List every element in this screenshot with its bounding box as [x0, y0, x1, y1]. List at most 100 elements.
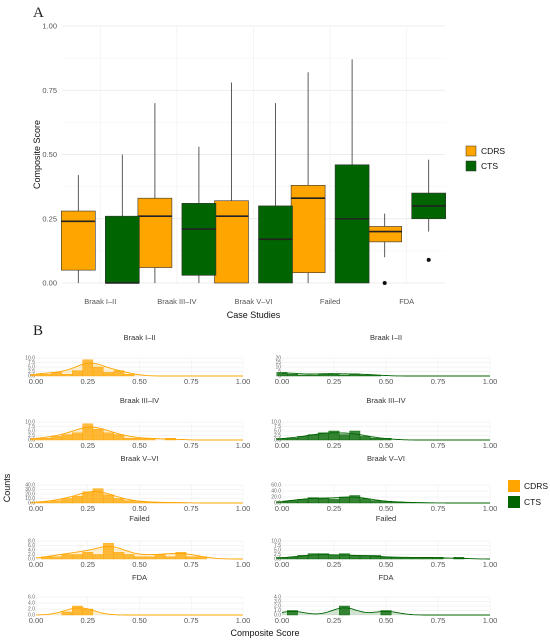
y-tick-label: 0.00: [42, 279, 57, 288]
legend-label-cdrs: CDRS: [524, 481, 548, 491]
facet-title: FDA: [132, 573, 147, 582]
density-line: [281, 372, 490, 377]
facet-x-tick: 0.00: [29, 560, 44, 569]
histogram-bar: [92, 366, 104, 377]
facet-y-tick: 10.0: [25, 420, 35, 426]
facet-x-tick: 0.50: [132, 441, 147, 450]
facet-y-tick: 5.0: [274, 429, 281, 435]
facet-y-tick: 40.0: [25, 483, 35, 489]
facet-x-tick: 0.75: [184, 560, 199, 569]
facet-x-tick: 0.75: [431, 504, 446, 513]
facet-y-tick: 2.5: [274, 433, 281, 439]
facet-x-tick: 0.75: [184, 616, 199, 625]
box-cts: [258, 205, 293, 284]
facet-y-tick: 20.0: [271, 495, 281, 501]
box-cdrs: [60, 210, 96, 271]
facet-x-tick: 1.00: [483, 504, 498, 513]
box-outlier: [382, 281, 387, 285]
facet-y-tick: 2.5: [28, 433, 35, 439]
facet-x-tick: 0.50: [379, 441, 394, 450]
facet-x-tick: 0.25: [327, 377, 342, 386]
x-tick-label: FDA: [399, 297, 414, 306]
facet-x-tick: 1.00: [236, 377, 251, 386]
density-area: [36, 363, 243, 376]
facet-y-tick: 30.0: [25, 487, 35, 493]
density-area: [36, 546, 243, 559]
facet-x-tick: 0.75: [431, 377, 446, 386]
facet-y-tick: 20.0: [25, 492, 35, 498]
density-line: [35, 491, 243, 504]
facet-x-tick: 0.00: [275, 560, 290, 569]
facet-x-tick: 0.25: [80, 377, 95, 386]
facet-y-tick: 10: [275, 365, 281, 371]
facet-x-tick: 0.75: [431, 441, 446, 450]
facet-x-tick: 0.25: [327, 441, 342, 450]
facet-x-tick: 1.00: [236, 504, 251, 513]
histogram-panel: Braak I–II0.02.55.07.510.00.00 0.25 0.50 0.…: [2, 333, 548, 638]
histogram-bar: [123, 374, 135, 377]
box-cts: [105, 215, 140, 284]
facet-y-tick: 4.0: [28, 601, 35, 607]
y-tick-label: 0.75: [42, 86, 57, 95]
x-axis-title: Composite Score: [230, 628, 299, 638]
facet-y-tick: 8.0: [28, 539, 35, 545]
facet-x-tick: 0.50: [132, 616, 147, 625]
facet-y-tick: 10.0: [25, 356, 35, 362]
y-axis-title: Composite Score: [32, 120, 42, 189]
facet-y-tick: 5.0: [274, 548, 281, 554]
density-line: [36, 607, 243, 616]
facet-y-tick: 7.5: [28, 360, 35, 366]
facet-title: FDA: [379, 573, 394, 582]
facet-y-tick: 1.0: [274, 608, 281, 614]
facet-title: Braak I–II: [123, 333, 155, 342]
facet-x-tick: 0.00: [29, 504, 44, 513]
facet-x-tick: 0.75: [184, 377, 199, 386]
box-cts: [334, 164, 370, 284]
facet-title: Braak V–VI: [121, 454, 159, 463]
facet-y-tick: 10.0: [271, 539, 281, 545]
facet-x-tick: 0.75: [184, 504, 199, 513]
facet-x-tick: 0.25: [327, 504, 342, 513]
facet-x-tick: 0.25: [80, 504, 95, 513]
facet-title: Failed: [129, 514, 149, 523]
facet-y-tick: 0.0: [274, 438, 281, 444]
facet-x-tick: 0.25: [80, 441, 95, 450]
facet-x-tick: 0.00: [275, 504, 290, 513]
histogram-bar: [113, 434, 125, 441]
facet-y-tick: 0: [278, 374, 281, 380]
facet-y-tick: 3.0: [274, 599, 281, 605]
facet-y-tick: 2.5: [274, 552, 281, 558]
facet-y-tick: 10.0: [271, 420, 281, 426]
facet-y-tick: 2.0: [274, 604, 281, 610]
y-axis-title: Counts: [2, 473, 12, 502]
facet-x-tick: 0.25: [80, 616, 95, 625]
facet-y-tick: 60.0: [271, 483, 281, 489]
facet-x-tick: 0.75: [431, 560, 446, 569]
density-area: [282, 497, 490, 503]
facet-x-tick: 0.75: [431, 616, 446, 625]
facet-x-tick: 1.00: [483, 616, 498, 625]
legend-label-cts: CTS: [524, 497, 541, 507]
facet-y-tick: 0.0: [28, 613, 35, 619]
histogram-bar: [349, 430, 361, 441]
boxplot-panel: 0.00 0.25 0.50 0.75 1.00 Braak I–II Braak III–…: [32, 22, 505, 321]
histogram-bar: [287, 610, 298, 616]
facet-x-tick: 0.50: [379, 504, 394, 513]
legend-swatch-cts: [508, 496, 520, 508]
facet-y-tick: 0.0: [28, 374, 35, 380]
legend-label-cts: CTS: [481, 161, 498, 171]
legend-label-cdrs: CDRS: [481, 146, 505, 156]
density-area: [36, 491, 243, 503]
facet-title: Braak I–II: [370, 333, 402, 342]
facet-x-tick: 0.50: [379, 560, 394, 569]
histogram-bar: [380, 610, 392, 616]
box-cts: [181, 203, 217, 276]
density-line: [35, 426, 243, 441]
facet-x-tick: 0.50: [379, 377, 394, 386]
legend-swatch-cts: [465, 160, 477, 172]
facet-y-tick: 0.0: [274, 501, 281, 507]
facet-y-tick: 2.0: [28, 552, 35, 558]
density-line: [281, 496, 490, 504]
legend-swatch-cdrs: [508, 480, 520, 492]
